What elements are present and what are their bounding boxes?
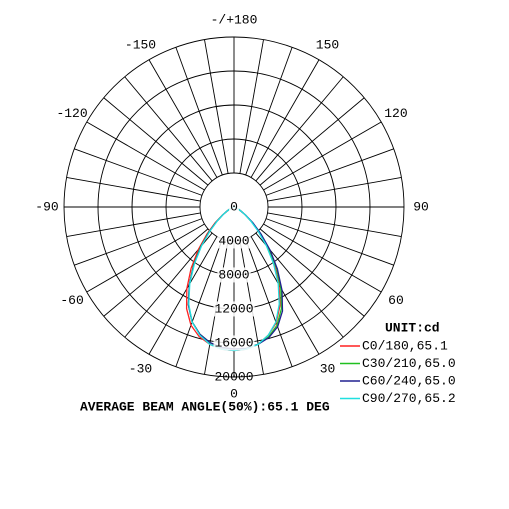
spoke bbox=[175, 47, 223, 176]
spoke bbox=[267, 177, 402, 202]
angle-tick-label: 60 bbox=[388, 293, 404, 308]
spoke bbox=[148, 236, 218, 355]
spoke bbox=[267, 212, 402, 237]
spoke bbox=[66, 212, 201, 237]
radial-tick-label: 0 bbox=[230, 199, 238, 214]
spoke bbox=[66, 177, 201, 202]
spoke bbox=[259, 97, 365, 186]
footer: AVERAGE BEAM ANGLE(50%):65.1 DEG bbox=[80, 399, 330, 414]
spoke bbox=[148, 59, 218, 178]
intensity-curve bbox=[188, 206, 280, 352]
radial-tick-label: 12000 bbox=[214, 301, 253, 316]
spoke bbox=[74, 148, 203, 196]
angle-tick-label: 120 bbox=[384, 106, 407, 121]
label-bg bbox=[213, 301, 255, 317]
angle-tick-label: -30 bbox=[129, 361, 152, 376]
legend-label: C90/270,65.2 bbox=[362, 391, 456, 406]
label-bg bbox=[229, 199, 239, 215]
angle-tick-label: -150 bbox=[125, 37, 156, 52]
radial-tick-label: 16000 bbox=[214, 335, 253, 350]
label-bg bbox=[217, 267, 251, 283]
radial-tick-label: 4000 bbox=[218, 233, 249, 248]
spoke bbox=[255, 76, 344, 182]
spoke bbox=[265, 148, 394, 196]
legend-label: C60/240,65.0 bbox=[362, 373, 456, 388]
spoke bbox=[239, 39, 264, 174]
angle-tick-label: 90 bbox=[413, 199, 429, 214]
spoke bbox=[250, 59, 320, 178]
spoke bbox=[103, 97, 209, 186]
label-bg bbox=[213, 335, 255, 351]
spoke bbox=[124, 76, 213, 182]
label-bg bbox=[217, 233, 251, 249]
spoke bbox=[263, 223, 382, 293]
angle-tick-label: -90 bbox=[35, 199, 58, 214]
spoke bbox=[265, 218, 394, 266]
angle-tick-label: -120 bbox=[56, 106, 87, 121]
radial-tick-label: 20000 bbox=[214, 369, 253, 384]
angle-tick-label: 30 bbox=[320, 361, 336, 376]
radial-tick-label: 8000 bbox=[218, 267, 249, 282]
spoke bbox=[86, 223, 205, 293]
legend-label: C0/180,65.1 bbox=[362, 338, 448, 353]
angle-tick-label: -/+180 bbox=[211, 12, 258, 27]
spoke bbox=[74, 218, 203, 266]
legend-label: C30/210,65.0 bbox=[362, 356, 456, 371]
spoke bbox=[204, 39, 229, 174]
spoke bbox=[86, 121, 205, 191]
spoke bbox=[263, 121, 382, 191]
labels: 0 4000 8000 12000 16000 20000 -/+180 -150 150 -12… bbox=[35, 12, 455, 406]
legend-title: UNIT:cd bbox=[385, 320, 440, 335]
angle-tick-label: -60 bbox=[60, 293, 83, 308]
angle-tick-label: 0 bbox=[230, 386, 238, 401]
spoke bbox=[245, 47, 293, 176]
angle-tick-label: 150 bbox=[316, 37, 339, 52]
spoke bbox=[250, 236, 320, 355]
spoke bbox=[245, 238, 293, 367]
spoke bbox=[103, 228, 209, 317]
spoke bbox=[259, 228, 365, 317]
spoke bbox=[175, 238, 223, 367]
